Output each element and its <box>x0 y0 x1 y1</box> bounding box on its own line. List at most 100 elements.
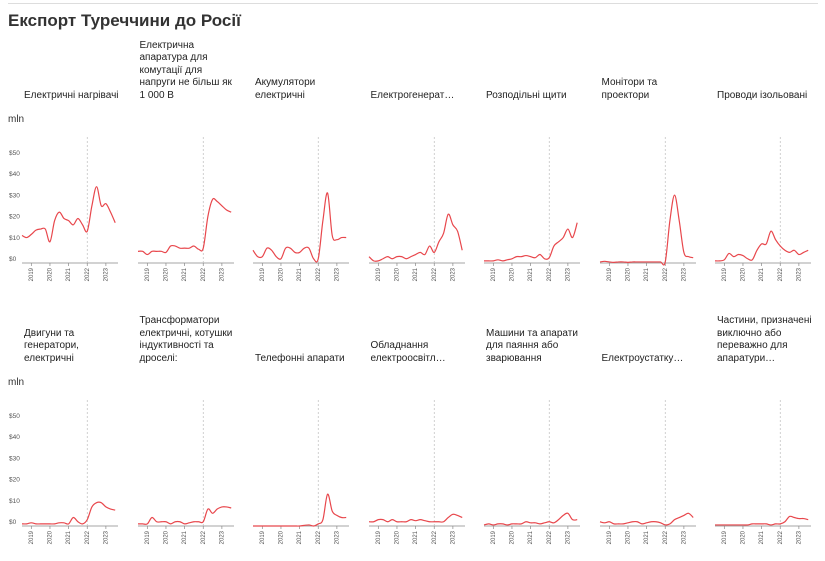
y-tick-label: $20 <box>9 477 20 484</box>
panel-chart: 2019 2020 2021 2022 2023 <box>599 400 696 544</box>
x-tick-label: 2022 <box>547 267 553 281</box>
x-tick-label: 2022 <box>778 530 784 544</box>
x-tick-label: 2021 <box>644 530 650 544</box>
x-tick-label: 2023 <box>103 530 109 544</box>
panel-title: Електрична апаратура для комутації для н… <box>139 39 232 101</box>
panel-chart: 2019 2020 2021 2022 2023 <box>253 400 349 544</box>
panel-chart: 2019 2020 2021 2022 2023 <box>599 137 696 281</box>
data-line <box>21 186 116 243</box>
x-tick-label: 2020 <box>625 530 631 544</box>
panel-chart: 2019 2020 2021 2022 2023 <box>484 137 580 281</box>
x-tick-label: 2020 <box>510 267 516 281</box>
x-tick-label: 2021 <box>413 267 419 281</box>
x-tick-label: 2020 <box>279 267 285 281</box>
x-tick-label: 2023 <box>681 267 687 281</box>
x-tick-label: 2019 <box>144 267 150 281</box>
panel: Розподільні щити 2019 2020 2021 2022 2023 <box>470 45 582 298</box>
panel-chart: 2019 2020 2021 2022 2023 <box>252 137 349 281</box>
data-line <box>368 513 462 523</box>
x-tick-label: 2022 <box>431 530 437 544</box>
y-tick-label: $0 <box>9 519 17 526</box>
x-tick-label: 2023 <box>796 267 802 281</box>
x-tick-label: 2020 <box>510 530 516 544</box>
data-line <box>599 512 694 526</box>
x-tick-label: 2021 <box>182 530 188 544</box>
panel-title: Розподільні щити <box>486 89 567 101</box>
x-tick-label: 2020 <box>394 530 400 544</box>
data-line <box>483 512 578 526</box>
y-tick-label: $20 <box>9 214 20 221</box>
x-tick-label: 2023 <box>334 530 340 544</box>
panel-title: Частини, призначені виключно або переваж… <box>717 315 812 364</box>
x-tick-label: 2022 <box>316 267 322 281</box>
x-tick-label: 2022 <box>778 267 784 281</box>
panel-title: Двигуни та генератори, електричні <box>24 327 79 364</box>
panel-chart: 2019 2020 2021 2022 2023 <box>714 400 811 544</box>
panel-chart: 2019 2020 2021 2022 2023 <box>368 400 465 544</box>
x-tick-label: 2019 <box>606 267 612 281</box>
x-tick-label: 2019 <box>29 530 35 544</box>
panel-title: Монітори та проектори <box>601 77 658 101</box>
panel-title: Телефонні апарати <box>255 352 345 364</box>
x-tick-label: 2020 <box>394 267 400 281</box>
x-tick-label: 2019 <box>375 267 381 281</box>
panel-chart: mln $0 $10 $20 $30 $40 $50 2019 2020 2021 2022 2023 <box>8 377 118 544</box>
x-tick-label: 2023 <box>565 530 571 544</box>
panel: Машини та апарати для паяння або зварюва… <box>470 308 582 561</box>
panel: Монітори та проектори 2019 2020 2021 2022 202… <box>586 45 698 298</box>
panel-chart: 2019 2020 2021 2022 2023 <box>137 137 234 281</box>
y-tick-label: $50 <box>9 413 20 420</box>
panel-title: Акумулятори електричні <box>255 77 316 101</box>
panel: Проводи ізольовані 2019 2020 2021 2022 2023 <box>701 45 813 298</box>
panel-title: Проводи ізольовані <box>717 89 808 101</box>
panel-chart: mln $0 $10 $20 $30 $40 $50 2019 2020 2021 2022 2023 <box>8 114 118 281</box>
data-line <box>368 213 463 262</box>
x-tick-label: 2020 <box>163 530 169 544</box>
x-tick-label: 2019 <box>260 267 266 281</box>
panel-title: Електрогенерат… <box>370 89 455 101</box>
y-tick-label: $40 <box>9 434 20 441</box>
y-tick-label: $10 <box>9 235 20 242</box>
x-tick-label: 2019 <box>491 267 497 281</box>
x-tick-label: 2022 <box>662 530 668 544</box>
x-tick-label: 2023 <box>796 530 802 544</box>
data-line <box>137 197 231 256</box>
y-tick-label: $40 <box>9 171 20 178</box>
x-tick-label: 2023 <box>450 267 456 281</box>
panel: Електроустатку… 2019 2020 2021 2022 2023 <box>586 308 698 561</box>
x-tick-label: 2022 <box>316 530 322 544</box>
data-line <box>252 192 347 263</box>
x-tick-label: 2019 <box>144 530 150 544</box>
x-tick-label: 2023 <box>565 267 571 281</box>
x-tick-label: 2019 <box>260 530 266 544</box>
x-tick-label: 2022 <box>547 530 553 544</box>
x-tick-label: 2022 <box>85 267 91 281</box>
x-tick-label: 2021 <box>182 267 188 281</box>
y-tick-label: $30 <box>9 192 20 199</box>
x-tick-label: 2021 <box>528 530 534 544</box>
data-line <box>137 506 231 525</box>
panel: Двигуни та генератори, електричні mln $0 $1… <box>8 308 120 561</box>
x-tick-label: 2019 <box>722 530 728 544</box>
panel: Електрогенерат… 2019 2020 2021 2022 2023 <box>355 45 467 298</box>
y-tick-label: $0 <box>9 256 17 263</box>
panel: Акумулятори електричні 2019 2020 2021 2022 20… <box>239 45 351 298</box>
panel-title: Трансформатори електричні, котушки індук… <box>139 315 233 364</box>
panel-title: Електроустатку… <box>601 352 684 364</box>
panel: Електрична апаратура для комутації для н… <box>124 39 236 298</box>
panel: Електричні нагрівачі mln $0 $10 $20 $30 $40 $50… <box>8 45 120 298</box>
panel: Телефонні апарати 2019 2020 2021 2022 2023 <box>239 308 351 561</box>
panel: Частини, призначені виключно або переваж… <box>701 308 813 561</box>
x-tick-label: 2023 <box>219 267 225 281</box>
panel-chart: 2019 2020 2021 2022 2023 <box>137 400 234 544</box>
panel-chart: 2019 2020 2021 2022 2023 <box>483 400 580 544</box>
x-tick-label: 2021 <box>66 267 72 281</box>
x-tick-label: 2021 <box>759 267 765 281</box>
x-tick-label: 2021 <box>528 267 534 281</box>
x-tick-label: 2022 <box>200 530 206 544</box>
data-line <box>21 501 116 525</box>
x-tick-label: 2019 <box>375 530 381 544</box>
x-tick-label: 2023 <box>450 530 456 544</box>
data-line <box>599 194 693 266</box>
